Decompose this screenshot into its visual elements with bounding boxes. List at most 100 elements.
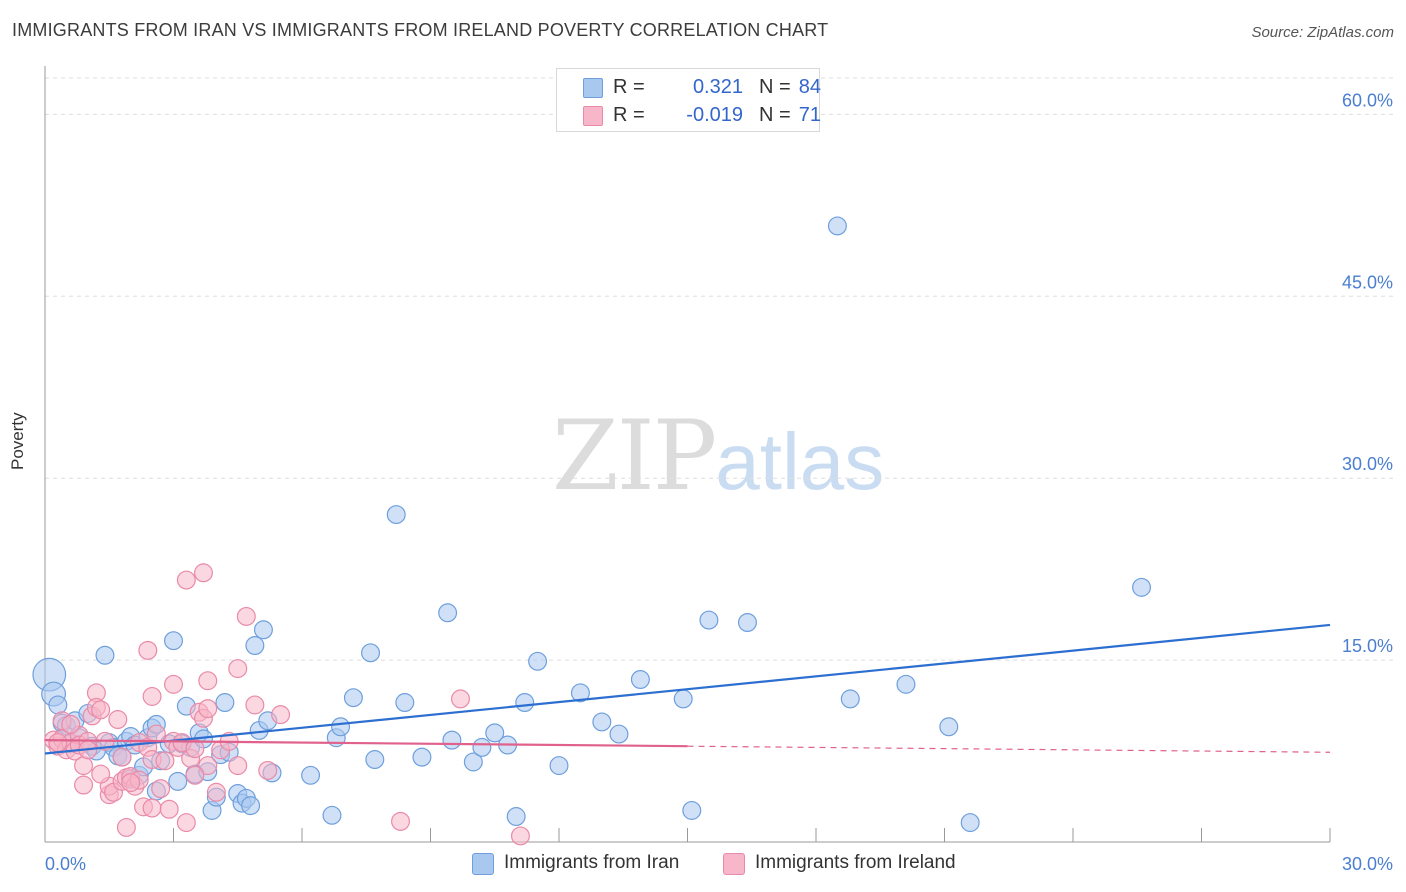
ireland-swatch [583, 106, 603, 126]
ireland-point [391, 811, 411, 831]
legend-label-iran: Immigrants from Iran [504, 852, 680, 873]
iran-point [1132, 577, 1152, 597]
iran-point [960, 813, 980, 833]
r-label: R = [613, 76, 645, 98]
ireland-point [258, 760, 278, 780]
ireland-point [142, 686, 162, 706]
iran-point [301, 765, 321, 785]
ireland-point [91, 764, 111, 784]
chart-source: Source: ZipAtlas.com [1251, 24, 1394, 41]
ireland-point [116, 817, 136, 837]
iran-point [48, 695, 68, 715]
ireland-point [176, 570, 196, 590]
ireland-point [185, 739, 205, 759]
legend-label-ireland: Immigrants from Ireland [755, 852, 956, 873]
ireland-point [155, 751, 175, 771]
ireland-point [108, 710, 128, 730]
n-label: N = [759, 76, 791, 98]
legend-swatch-ireland [723, 853, 745, 875]
iran-point [528, 651, 548, 671]
ireland-trend-line-extension [687, 745, 1331, 753]
iran-point [331, 717, 351, 737]
iran-point [386, 505, 406, 525]
y-tick-label: 45.0% [1342, 272, 1393, 292]
iran-point [699, 610, 719, 630]
ireland-point [112, 747, 132, 767]
ireland-point [151, 779, 171, 799]
watermark: ZIPatlas [552, 400, 884, 512]
n-value: 84 [798, 76, 821, 98]
iran-trend-line [44, 623, 1331, 755]
iran-point [245, 636, 265, 656]
r-value: -0.019 [686, 104, 743, 126]
iran-point [442, 730, 462, 750]
iran-point [896, 674, 916, 694]
n-value: 71 [798, 104, 821, 126]
iran-point [472, 737, 492, 757]
ireland-point [91, 700, 111, 720]
iran-point [630, 670, 650, 689]
y-tick-label: 30.0% [1342, 454, 1393, 474]
iran-point [253, 620, 273, 640]
x-tick-label: 30.0% [1342, 854, 1393, 874]
iran-point [365, 750, 385, 770]
ireland-point [206, 782, 226, 802]
legend-swatch-iran [472, 853, 494, 875]
iran-point [609, 724, 629, 744]
r-label: R = [613, 104, 645, 126]
iran-point [592, 712, 612, 732]
iran-point [827, 216, 847, 236]
y-tick-label: 15.0% [1342, 636, 1393, 656]
ireland-point [245, 695, 265, 715]
ireland-point [138, 640, 158, 660]
ireland-point [121, 773, 141, 793]
iran-point [361, 643, 381, 663]
iran-point [241, 796, 261, 816]
ireland-point [198, 756, 218, 776]
ireland-point [228, 659, 248, 679]
iran-point [164, 631, 183, 651]
iran-point [412, 747, 432, 767]
iran-point [570, 683, 590, 703]
watermark-zip: ZIP [552, 400, 717, 512]
iran-point [506, 807, 526, 827]
iran-point [840, 689, 860, 709]
stats-legend: R = 0.321 N = 84 R = -0.019 N = 71 [556, 68, 821, 132]
iran-point [485, 723, 505, 743]
watermark-atlas: atlas [715, 417, 885, 506]
iran-point [438, 603, 458, 623]
iran-point [549, 756, 569, 776]
iran-swatch [583, 78, 603, 98]
ireland-point [450, 689, 470, 709]
iran-point [515, 693, 535, 713]
iran-point [343, 688, 363, 708]
iran-point [737, 613, 757, 632]
iran-point [463, 752, 483, 772]
ireland-point [271, 705, 291, 725]
r-value: 0.321 [692, 76, 743, 98]
x-tick-label: 0.0% [45, 854, 86, 874]
ireland-point [176, 813, 196, 833]
n-label: N = [759, 104, 791, 126]
ireland-point [198, 699, 218, 719]
chart-title: IMMIGRANTS FROM IRAN VS IMMIGRANTS FROM … [12, 20, 829, 40]
ireland-point [61, 714, 81, 734]
iran-point [215, 693, 235, 713]
ireland-point [228, 756, 248, 776]
iran-point [95, 645, 115, 665]
iran-point [168, 771, 188, 791]
ireland-point [185, 765, 205, 785]
ireland-point [74, 775, 94, 795]
ireland-point [510, 826, 530, 846]
y-tick-label: 60.0% [1342, 90, 1393, 110]
ireland-point [193, 563, 213, 583]
ireland-point [142, 798, 162, 818]
ireland-point [164, 674, 183, 694]
ireland-point [198, 671, 218, 691]
ireland-point [74, 756, 94, 776]
iran-point [395, 693, 415, 713]
iran-point [939, 717, 959, 737]
ireland-trend-line [44, 739, 688, 748]
iran-point [682, 800, 702, 820]
